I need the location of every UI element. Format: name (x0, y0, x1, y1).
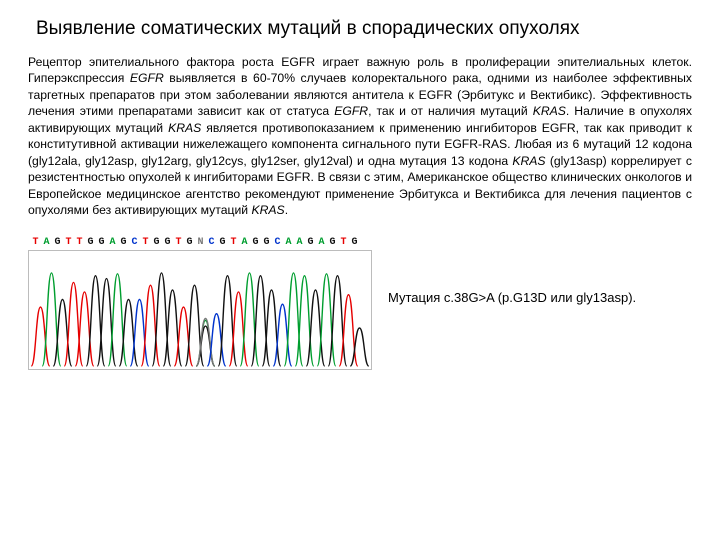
base-label: G (261, 237, 272, 248)
base-label: G (250, 237, 261, 248)
base-label: G (96, 237, 107, 248)
base-label: G (327, 237, 338, 248)
base-label: T (74, 237, 85, 248)
figure-caption: Мутация c.38G>A (p.G13D или gly13asp). (388, 237, 636, 307)
chromatogram-block: TAGTTGGAGCTGGTGNCGTAGGCAAGAGTG (28, 237, 372, 370)
base-label: A (294, 237, 305, 248)
base-label: A (283, 237, 294, 248)
base-label: G (349, 237, 360, 248)
base-label: C (206, 237, 217, 248)
base-label: G (217, 237, 228, 248)
base-label: C (272, 237, 283, 248)
base-label: T (338, 237, 349, 248)
base-label: T (63, 237, 74, 248)
base-label: T (228, 237, 239, 248)
body-paragraph: Рецептор эпителиального фактора роста EG… (28, 54, 692, 219)
base-label: T (30, 237, 41, 248)
base-label: G (184, 237, 195, 248)
base-label: T (173, 237, 184, 248)
page-title: Выявление соматических мутаций в споради… (36, 18, 692, 40)
sequence-labels: TAGTTGGAGCTGGTGNCGTAGGCAAGAGTG (28, 237, 372, 248)
base-label: N (195, 237, 206, 248)
base-label: A (41, 237, 52, 248)
base-label: T (140, 237, 151, 248)
base-label: A (239, 237, 250, 248)
base-label: G (151, 237, 162, 248)
figure-row: TAGTTGGAGCTGGTGNCGTAGGCAAGAGTG Мутация c… (28, 237, 692, 370)
base-label: G (52, 237, 63, 248)
chromatogram-svg (28, 250, 372, 370)
base-label: A (107, 237, 118, 248)
base-label: G (162, 237, 173, 248)
base-label: G (118, 237, 129, 248)
base-label: A (316, 237, 327, 248)
base-label: G (85, 237, 96, 248)
base-label: C (129, 237, 140, 248)
base-label: G (305, 237, 316, 248)
